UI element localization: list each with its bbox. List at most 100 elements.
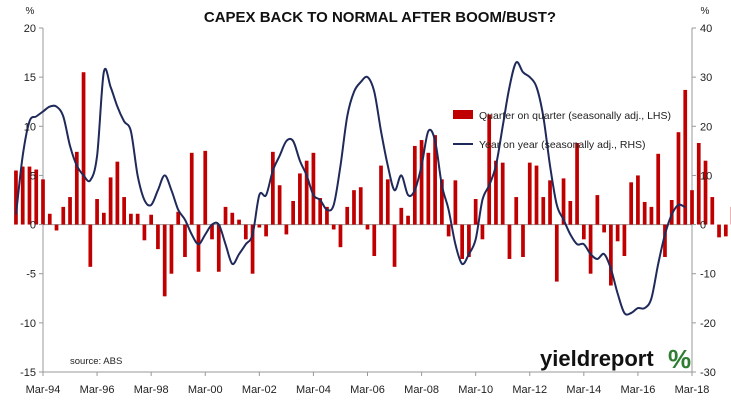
bar bbox=[676, 132, 681, 225]
bar bbox=[230, 212, 235, 225]
bar bbox=[561, 178, 566, 225]
legend-label-bar: Quarter on quarter (seasonally adj., LHS… bbox=[479, 110, 671, 122]
left-axis-unit: % bbox=[26, 6, 35, 17]
bar bbox=[277, 185, 282, 225]
bar bbox=[473, 199, 478, 225]
bar bbox=[656, 153, 661, 225]
bar bbox=[636, 175, 640, 225]
left-tick-label: -5 bbox=[26, 269, 36, 281]
bar bbox=[291, 200, 295, 225]
bar bbox=[169, 224, 174, 274]
chart-frame bbox=[42, 28, 693, 373]
bar bbox=[54, 224, 59, 231]
bar bbox=[142, 224, 147, 241]
bar bbox=[95, 199, 99, 225]
right-tick-label: 30 bbox=[700, 72, 712, 84]
bar bbox=[243, 224, 248, 240]
bar bbox=[534, 165, 539, 225]
bar bbox=[162, 224, 167, 297]
bar bbox=[494, 160, 498, 225]
bar bbox=[352, 190, 356, 225]
left-axis-ticks: -15 -10 -5 0 5 10 15 20 bbox=[20, 23, 43, 379]
bar bbox=[41, 179, 45, 225]
x-tick-label: Mar-10 bbox=[458, 384, 493, 396]
left-tick-label: -15 bbox=[20, 367, 36, 379]
x-tick-label: Mar-16 bbox=[620, 384, 655, 396]
yoy-line bbox=[15, 61, 686, 316]
bar bbox=[581, 224, 586, 240]
bar bbox=[81, 72, 86, 225]
bar bbox=[365, 224, 370, 230]
bar bbox=[419, 140, 424, 225]
bar bbox=[717, 224, 721, 238]
bar bbox=[588, 224, 593, 274]
yieldreport-logo: yieldreport % bbox=[540, 344, 691, 374]
bar bbox=[433, 135, 437, 225]
bar bbox=[257, 224, 262, 228]
bar bbox=[88, 224, 93, 267]
bar bbox=[318, 198, 323, 225]
x-axis-ticks: Mar-94 Mar-96 Mar-98 Mar-00 Mar-02 Mar-04 Mar-… bbox=[26, 372, 709, 396]
bar bbox=[723, 224, 728, 237]
bar bbox=[47, 213, 52, 225]
bar bbox=[622, 224, 627, 257]
bar bbox=[446, 224, 451, 237]
left-tick-label: 20 bbox=[24, 23, 36, 35]
bar bbox=[683, 89, 688, 225]
bar bbox=[176, 211, 181, 225]
bar bbox=[115, 161, 120, 225]
bar bbox=[27, 166, 32, 225]
bar bbox=[20, 166, 25, 225]
bar bbox=[467, 224, 471, 257]
bar bbox=[196, 224, 201, 272]
bar bbox=[135, 213, 140, 225]
bar bbox=[541, 197, 546, 225]
left-tick-label: 15 bbox=[24, 72, 36, 84]
right-tick-label: -20 bbox=[700, 318, 716, 330]
x-tick-label: Mar-94 bbox=[26, 384, 61, 396]
bar bbox=[345, 206, 350, 225]
bar bbox=[507, 224, 512, 259]
bar bbox=[460, 224, 465, 259]
bar bbox=[527, 162, 532, 225]
legend-swatch-bar bbox=[453, 110, 473, 119]
left-tick-label: 10 bbox=[24, 121, 36, 133]
right-tick-label: 0 bbox=[700, 220, 706, 232]
right-tick-label: -30 bbox=[700, 367, 716, 379]
bar bbox=[372, 224, 377, 257]
bar-series bbox=[14, 72, 731, 297]
bar bbox=[210, 224, 214, 240]
bar bbox=[602, 224, 606, 233]
bar bbox=[304, 160, 309, 225]
bar bbox=[392, 224, 397, 267]
right-tick-label: 40 bbox=[700, 23, 712, 35]
bar bbox=[149, 214, 154, 225]
bar bbox=[406, 215, 410, 225]
right-tick-label: 10 bbox=[700, 170, 712, 182]
bar bbox=[399, 207, 404, 225]
left-tick-label: -10 bbox=[20, 318, 36, 330]
source-note: source: ABS bbox=[70, 356, 122, 367]
bar bbox=[615, 224, 620, 242]
bar bbox=[453, 180, 458, 225]
bar bbox=[669, 200, 674, 225]
bar bbox=[358, 187, 363, 225]
bar bbox=[311, 152, 316, 225]
x-tick-label: Mar-08 bbox=[404, 384, 439, 396]
bar bbox=[521, 224, 525, 257]
bar bbox=[703, 160, 708, 225]
bar bbox=[183, 224, 187, 257]
right-tick-label: 20 bbox=[700, 121, 712, 133]
bar bbox=[74, 151, 79, 225]
bar bbox=[710, 197, 715, 225]
bar bbox=[203, 150, 208, 225]
bar bbox=[122, 197, 126, 225]
bar bbox=[34, 169, 39, 225]
logo-wordmark: yieldreport bbox=[540, 346, 654, 371]
left-tick-label: 5 bbox=[30, 170, 36, 182]
bar bbox=[426, 152, 431, 225]
chart-title: CAPEX BACK TO NORMAL AFTER BOOM/BUST? bbox=[204, 9, 556, 26]
bar bbox=[101, 212, 106, 225]
bar bbox=[514, 197, 519, 225]
x-tick-label: Mar-02 bbox=[242, 384, 277, 396]
